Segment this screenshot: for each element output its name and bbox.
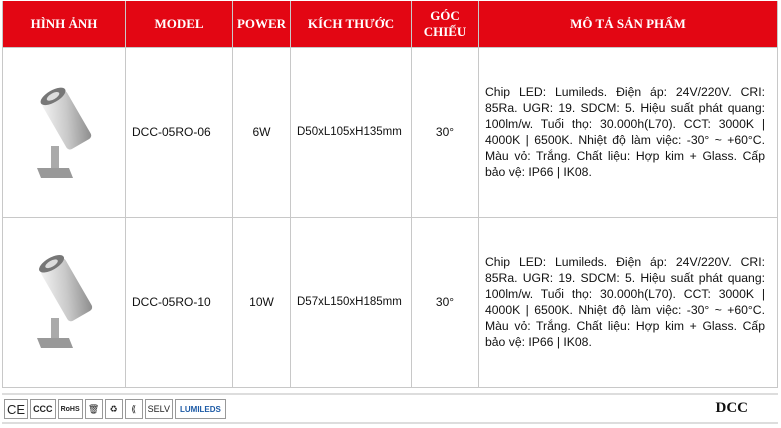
col-angle: GÓC CHIẾU (411, 1, 479, 48)
spotlight-image (37, 254, 93, 348)
selv-icon: SELV (144, 399, 173, 419)
ce-icon: CE (4, 399, 29, 419)
table-row: DCC-05RO-06 6W D50xL105xH135mm 30° Chip … (2, 46, 778, 218)
dcc-logo: DCC (715, 400, 749, 416)
model: DCC-05RO-10 (125, 216, 233, 388)
description: Chip LED: Lumileds. Điện áp: 24V/220V. C… (478, 46, 778, 218)
spotlight-image (37, 87, 92, 178)
power: 10W (232, 216, 291, 388)
col-image: HÌNH ẢNH (2, 1, 126, 48)
power: 6W (232, 46, 291, 218)
ccc-icon: CCC (30, 399, 56, 419)
col-size: KÍCH THƯỚC (290, 1, 412, 48)
model: DCC-05RO-06 (125, 46, 233, 218)
size: D50xL105xH135mm (290, 46, 412, 218)
col-model: MODEL (125, 1, 233, 48)
recycle-icon: ♻ (104, 399, 123, 419)
col-power: POWER (232, 1, 291, 48)
footer: CE CCC RoHS 🗑 ♻ ⟪ SELV LUMILEDS DCC (2, 393, 778, 424)
col-desc: MÔ TẢ SẢN PHẨM (478, 1, 778, 48)
beam-angle: 30° (411, 46, 479, 218)
certification-icons: CE CCC RoHS 🗑 ♻ ⟪ SELV LUMILEDS (4, 399, 226, 419)
lumileds-logo: LUMILEDS (174, 399, 226, 419)
size: D57xL150xH185mm (290, 216, 412, 388)
product-image (2, 216, 126, 388)
table-row: DCC-05RO-10 10W D57xL150xH185mm 30° Chip… (2, 216, 778, 388)
weee-bin-icon: 🗑 (84, 399, 103, 419)
product-table: HÌNH ẢNH MODEL POWER KÍCH THƯỚC GÓC CHIẾ… (2, 1, 778, 388)
beam-angle: 30° (411, 216, 479, 388)
class-iii-icon: ⟪ (124, 399, 143, 419)
product-image (2, 46, 126, 218)
rohs-icon: RoHS (57, 399, 83, 419)
header-row: HÌNH ẢNH MODEL POWER KÍCH THƯỚC GÓC CHIẾ… (2, 1, 778, 48)
description: Chip LED: Lumileds. Điện áp: 24V/220V. C… (478, 216, 778, 388)
